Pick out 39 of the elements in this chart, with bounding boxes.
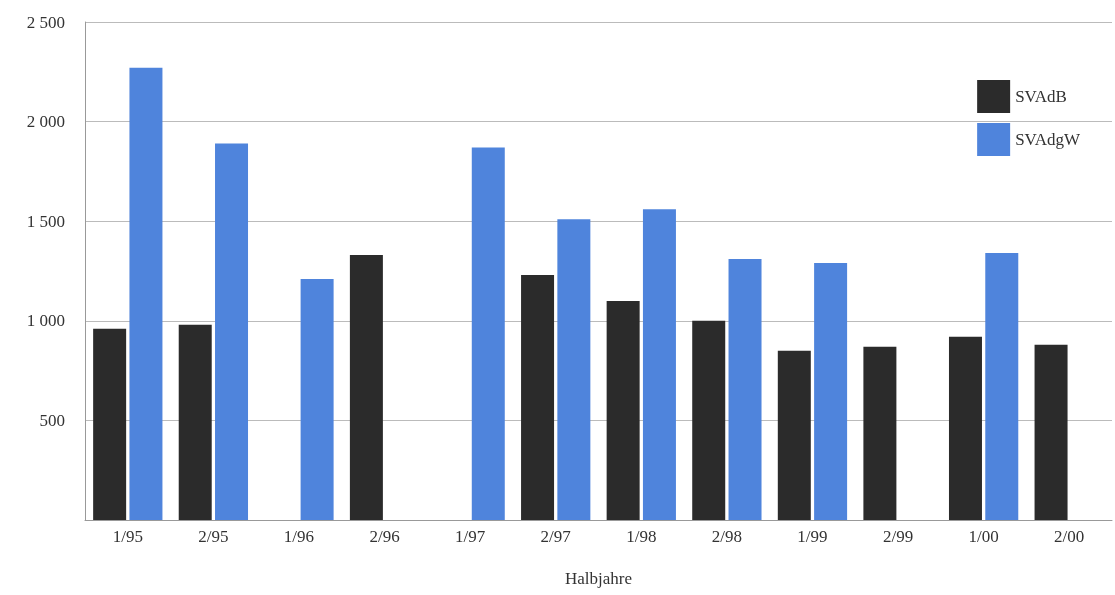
bar xyxy=(129,67,163,520)
x-axis-title: Halbjahre xyxy=(564,569,633,588)
legend-label: SVAdB xyxy=(1015,87,1067,106)
bar xyxy=(300,278,334,520)
x-tick-label: 1/95 xyxy=(112,527,143,546)
y-tick-label: 1 500 xyxy=(26,211,65,231)
bar xyxy=(814,263,848,520)
bar xyxy=(642,209,676,520)
bar xyxy=(471,147,505,520)
x-tick-label: 2/95 xyxy=(198,527,229,546)
bar xyxy=(777,350,811,520)
y-tick-label: 1 000 xyxy=(26,311,65,331)
bar xyxy=(521,274,555,520)
x-tick-label: 2/99 xyxy=(882,527,914,546)
bar xyxy=(948,336,982,520)
bar xyxy=(557,219,591,520)
bar xyxy=(349,255,383,520)
x-tick-label: 1/98 xyxy=(626,527,657,546)
x-tick-label: 1/96 xyxy=(283,527,315,546)
x-tick-label: 2/00 xyxy=(1054,527,1085,546)
bar xyxy=(692,320,726,520)
x-tick-label: 1/99 xyxy=(797,527,828,546)
y-tick-label: 2 000 xyxy=(26,112,65,132)
bar xyxy=(93,328,127,520)
x-tick-label: 2/98 xyxy=(711,527,742,546)
bar xyxy=(606,300,640,520)
bar xyxy=(1034,344,1068,520)
bar xyxy=(728,259,762,520)
y-tick-label: 500 xyxy=(39,410,65,430)
bar xyxy=(985,253,1019,520)
legend-label: SVAdgW xyxy=(1015,130,1081,149)
x-tick-label: 1/00 xyxy=(968,527,999,546)
x-tick-label: 1/97 xyxy=(455,527,486,546)
bar xyxy=(863,346,897,520)
x-tick-label: 2/97 xyxy=(540,527,572,546)
bar xyxy=(215,143,249,520)
bar xyxy=(178,324,212,520)
y-tick-label: 2 500 xyxy=(26,12,65,32)
x-tick-label: 2/96 xyxy=(369,527,400,546)
